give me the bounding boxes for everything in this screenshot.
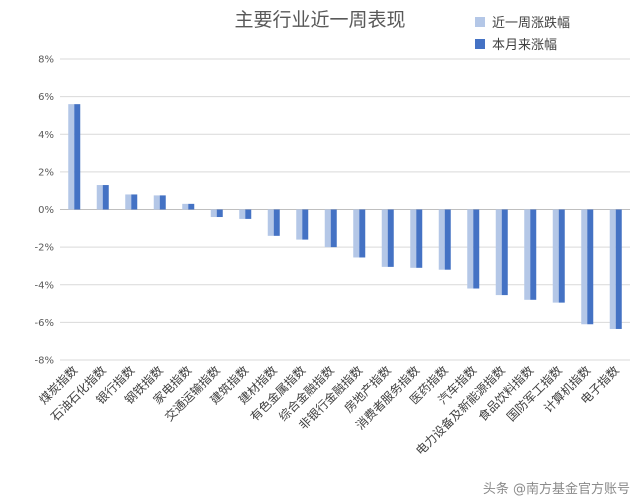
y-tick-label: 2% bbox=[38, 167, 54, 178]
bar-monthly bbox=[159, 195, 166, 210]
bar-monthly bbox=[444, 209, 451, 270]
bar-monthly bbox=[188, 203, 195, 210]
bar-monthly bbox=[245, 209, 252, 219]
legend-swatch bbox=[475, 17, 485, 27]
y-tick-label: 4% bbox=[38, 130, 54, 141]
y-tick-label: -6% bbox=[35, 318, 54, 329]
bar-weekly bbox=[353, 209, 360, 258]
bar-weekly bbox=[324, 209, 331, 248]
bar-weekly bbox=[524, 209, 531, 300]
bar-monthly bbox=[615, 209, 622, 329]
bar-weekly bbox=[410, 209, 417, 268]
legend-swatch bbox=[475, 39, 485, 49]
y-tick-label: 8% bbox=[38, 55, 54, 66]
bar-monthly bbox=[273, 209, 280, 236]
bar-monthly bbox=[302, 209, 309, 240]
bar-monthly bbox=[359, 209, 366, 258]
y-tick-label: -2% bbox=[35, 243, 54, 254]
watermark: 头条 @南方基金官方账号 bbox=[482, 482, 630, 497]
gridlines bbox=[60, 58, 630, 361]
bar-weekly bbox=[125, 194, 132, 210]
bar-weekly bbox=[68, 104, 75, 210]
bar-weekly bbox=[210, 209, 217, 218]
x-axis: 煤炭指数石油石化指数银行指数钢铁指数家电指数交通运输指数建筑指数建材指数有色金属… bbox=[36, 363, 622, 458]
bar-monthly bbox=[473, 209, 480, 289]
bar-weekly bbox=[467, 209, 474, 289]
bar-monthly bbox=[501, 209, 508, 296]
bar-weekly bbox=[381, 209, 388, 267]
chart-title: 主要行业近一周表现 bbox=[234, 9, 405, 31]
bar-weekly bbox=[96, 185, 103, 210]
bar-monthly bbox=[102, 185, 109, 210]
bar-weekly bbox=[438, 209, 445, 270]
bar-weekly bbox=[239, 209, 246, 219]
bar-monthly bbox=[530, 209, 537, 300]
bar-weekly bbox=[581, 209, 588, 325]
bars bbox=[68, 104, 622, 329]
bar-weekly bbox=[267, 209, 274, 236]
bar-weekly bbox=[495, 209, 502, 296]
y-axis: -8% -6% -4% -2% 0% 2% 4% 6% 8% bbox=[35, 55, 54, 367]
y-tick-label: 0% bbox=[38, 205, 54, 216]
legend-label: 近一周涨跌幅 bbox=[492, 15, 570, 31]
bar-monthly bbox=[558, 209, 565, 303]
bar-weekly bbox=[296, 209, 303, 240]
y-tick-label: -8% bbox=[35, 356, 54, 367]
bar-monthly bbox=[216, 209, 223, 218]
y-tick-label: -4% bbox=[35, 280, 54, 291]
bar-monthly bbox=[387, 209, 394, 267]
bar-monthly bbox=[131, 194, 138, 210]
bar-weekly bbox=[182, 203, 189, 210]
bar-monthly bbox=[587, 209, 594, 325]
bar-weekly bbox=[552, 209, 559, 303]
bar-monthly bbox=[330, 209, 337, 248]
legend-label: 本月来涨幅 bbox=[492, 38, 557, 53]
bar-weekly bbox=[609, 209, 616, 329]
bar-monthly bbox=[416, 209, 423, 268]
bar-weekly bbox=[153, 195, 160, 210]
bar-monthly bbox=[74, 104, 81, 210]
y-tick-label: 6% bbox=[38, 92, 54, 103]
